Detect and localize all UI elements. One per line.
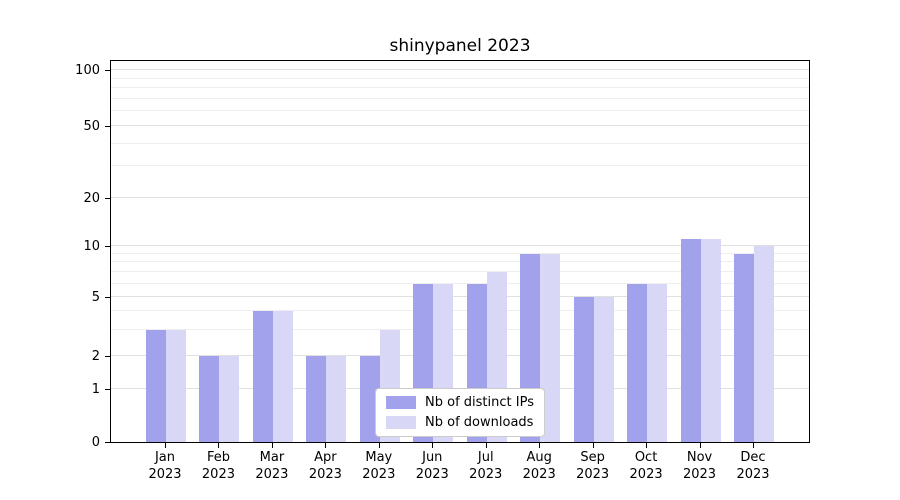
bar-mar-distinct-ips	[252, 311, 273, 442]
y-tick-mark	[105, 356, 110, 357]
bar-apr-distinct-ips	[306, 356, 327, 442]
x-tick-label: Aug 2023	[522, 450, 556, 482]
gridline-major	[111, 296, 809, 297]
bar-dec-downloads	[754, 246, 774, 442]
bar-oct-distinct-ips	[627, 283, 648, 442]
x-tick-mark	[646, 443, 648, 448]
gridline-major	[111, 125, 809, 126]
x-tick-mark	[271, 443, 273, 448]
y-tick-mark	[105, 297, 110, 298]
gridline-minor	[111, 328, 809, 330]
gridline-major	[111, 197, 809, 198]
gridline-minor	[111, 77, 809, 79]
legend-swatch-distinct-ips	[386, 396, 417, 409]
legend-label-downloads: Nb of downloads	[425, 415, 534, 430]
x-tick-label: Nov 2023	[682, 450, 717, 482]
legend: Nb of distinct IPs Nb of downloads	[375, 388, 545, 437]
gridline-minor	[111, 87, 809, 89]
gridline-minor	[111, 282, 809, 284]
x-tick-mark	[165, 443, 166, 448]
legend-swatch-downloads	[386, 416, 417, 429]
gridline-major	[111, 245, 809, 246]
bar-aug-downloads	[540, 253, 561, 442]
x-tick-label: Feb 2023	[201, 450, 235, 482]
y-tick-label: 50	[83, 119, 100, 134]
x-tick-mark	[592, 443, 594, 448]
x-tick-label: Jan 2023	[148, 450, 182, 482]
gridline-major	[111, 355, 809, 356]
y-tick-mark	[105, 70, 110, 71]
gridline-minor	[111, 110, 809, 112]
gridline-minor	[111, 142, 809, 144]
y-tick-mark	[105, 246, 110, 247]
y-tick-label: 1	[91, 382, 100, 397]
x-tick-label: Apr 2023	[308, 450, 342, 482]
y-tick-mark	[105, 126, 110, 127]
gridline-major	[111, 69, 809, 70]
x-tick-label: Jun 2023	[415, 450, 449, 482]
gridline-minor	[111, 165, 809, 167]
plot-area: Nb of distinct IPs Nb of downloads	[110, 60, 810, 443]
legend-item-distinct-ips: Nb of distinct IPs	[386, 396, 534, 409]
bar-nov-downloads	[700, 239, 721, 442]
legend-label-distinct-ips: Nb of distinct IPs	[425, 395, 534, 410]
bar-feb-distinct-ips	[199, 356, 220, 442]
chart-title: shinypanel 2023	[389, 36, 531, 56]
bar-apr-downloads	[326, 356, 347, 442]
bar-may-distinct-ips	[359, 356, 380, 442]
bar-jan-distinct-ips	[146, 329, 166, 442]
x-axis-labels: Jan 2023 Feb 2023 Mar 2023 Apr 2023 May 2023…	[110, 450, 810, 490]
gridline-minor	[111, 271, 809, 273]
bar-nov-distinct-ips	[680, 239, 701, 442]
bar-dec-distinct-ips	[734, 253, 754, 442]
y-tick-label: 2	[91, 349, 100, 364]
x-tick-label: Dec 2023	[736, 450, 770, 482]
y-tick-label: 20	[83, 191, 100, 206]
x-tick-mark	[218, 443, 220, 448]
x-tick-mark	[378, 443, 380, 448]
x-tick-label: Sep 2023	[576, 450, 610, 482]
x-tick-mark	[753, 443, 754, 448]
y-tick-label: 5	[91, 290, 100, 305]
y-axis-labels: 0 1 2 5 10 20 50 100	[0, 60, 100, 450]
bar-mar-downloads	[272, 311, 293, 442]
bar-jan-downloads	[166, 329, 186, 442]
gridline-minor	[111, 310, 809, 312]
y-tick-mark	[105, 442, 110, 443]
bar-oct-downloads	[647, 283, 668, 442]
x-tick-mark	[699, 443, 701, 448]
x-tick-label: Oct 2023	[629, 450, 663, 482]
y-tick-mark	[105, 389, 110, 390]
x-tick-mark	[325, 443, 327, 448]
y-tick-mark	[105, 198, 110, 199]
y-tick-label: 100	[75, 63, 100, 78]
x-tick-mark	[539, 443, 541, 448]
legend-item-downloads: Nb of downloads	[386, 416, 534, 429]
gridline-minor	[111, 97, 809, 99]
bar-sep-downloads	[593, 297, 614, 442]
x-tick-mark	[485, 443, 487, 448]
y-tick-label: 10	[83, 239, 100, 254]
x-tick-mark	[432, 443, 434, 448]
y-tick-label: 0	[91, 435, 100, 450]
bar-feb-downloads	[219, 356, 240, 442]
x-tick-label: May 2023	[362, 450, 396, 482]
x-tick-label: Jul 2023	[469, 450, 503, 482]
gridline-minor	[111, 261, 809, 263]
bar-sep-distinct-ips	[573, 297, 594, 442]
gridline-minor	[111, 252, 809, 254]
x-tick-label: Mar 2023	[255, 450, 289, 482]
